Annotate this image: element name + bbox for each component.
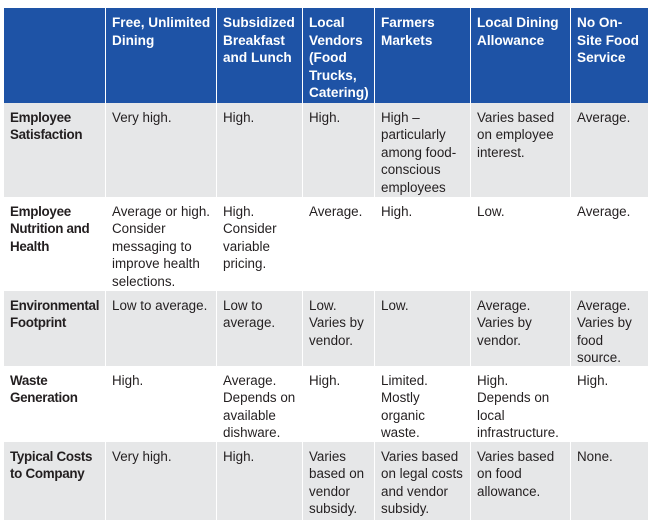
table-cell: Varies based on vendor subsidy. — [302, 442, 374, 520]
row-label-typical-costs: Typical Costs to Company — [4, 442, 105, 520]
header-cell-subsidized-breakfast-lunch: Subsidized Breakfast and Lunch — [216, 8, 302, 103]
header-cell-free-unlimited-dining: Free, Unlimited Dining — [105, 8, 216, 103]
table-cell: High. — [570, 366, 648, 442]
header-cell-corner — [4, 8, 105, 103]
header-cell-farmers-markets: Farmers Markets — [374, 8, 470, 103]
table-cell: Varies based on employee interest. — [470, 103, 570, 197]
table-cell: Average. — [570, 103, 648, 197]
table-cell: Average. — [570, 197, 648, 291]
table-cell: Low. — [470, 197, 570, 291]
table-cell: Low to average. — [216, 291, 302, 366]
table-cell: High. — [302, 103, 374, 197]
comparison-table: Free, Unlimited Dining Subsidized Breakf… — [4, 8, 648, 520]
table-cell: High. — [374, 197, 470, 291]
table-cell: High. — [216, 442, 302, 520]
table-cell: High. — [105, 366, 216, 442]
table-cell: High. — [216, 103, 302, 197]
row-label-employee-nutrition-health: Employee Nutrition and Health — [4, 197, 105, 291]
table-cell: High – particularly among food-conscious… — [374, 103, 470, 197]
table-cell: Average. Depends on available dishware. — [216, 366, 302, 442]
table-cell: Very high. — [105, 103, 216, 197]
table-cell: Low to average. — [105, 291, 216, 366]
header-cell-local-vendors: Local Vendors (Food Trucks, Catering) — [302, 8, 374, 103]
table-cell: Average. Varies by food source. — [570, 291, 648, 366]
table-cell: Limited. Mostly organic waste. — [374, 366, 470, 442]
header-cell-no-onsite-food-service: No On-Site Food Service — [570, 8, 648, 103]
table-cell: High. Consider variable pricing. — [216, 197, 302, 291]
row-label-waste-generation: Waste Generation — [4, 366, 105, 442]
header-cell-local-dining-allowance: Local Dining Allowance — [470, 8, 570, 103]
table-cell: Average or high. Consider messaging to i… — [105, 197, 216, 291]
table-cell: Varies based on food allowance. — [470, 442, 570, 520]
table-cell: Average. Varies by vendor. — [470, 291, 570, 366]
table-cell: Very high. — [105, 442, 216, 520]
table-cell: Average. — [302, 197, 374, 291]
row-label-employee-satisfaction: Employee Satisfaction — [4, 103, 105, 197]
table-cell: Low. Varies by vendor. — [302, 291, 374, 366]
table-cell: None. — [570, 442, 648, 520]
table-cell: High. — [302, 366, 374, 442]
table-cell: Varies based on legal costs and vendor s… — [374, 442, 470, 520]
table-cell: High. Depends on local infrastructure. — [470, 366, 570, 442]
row-label-environmental-footprint: Environmental Footprint — [4, 291, 105, 366]
table-cell: Low. — [374, 291, 470, 366]
